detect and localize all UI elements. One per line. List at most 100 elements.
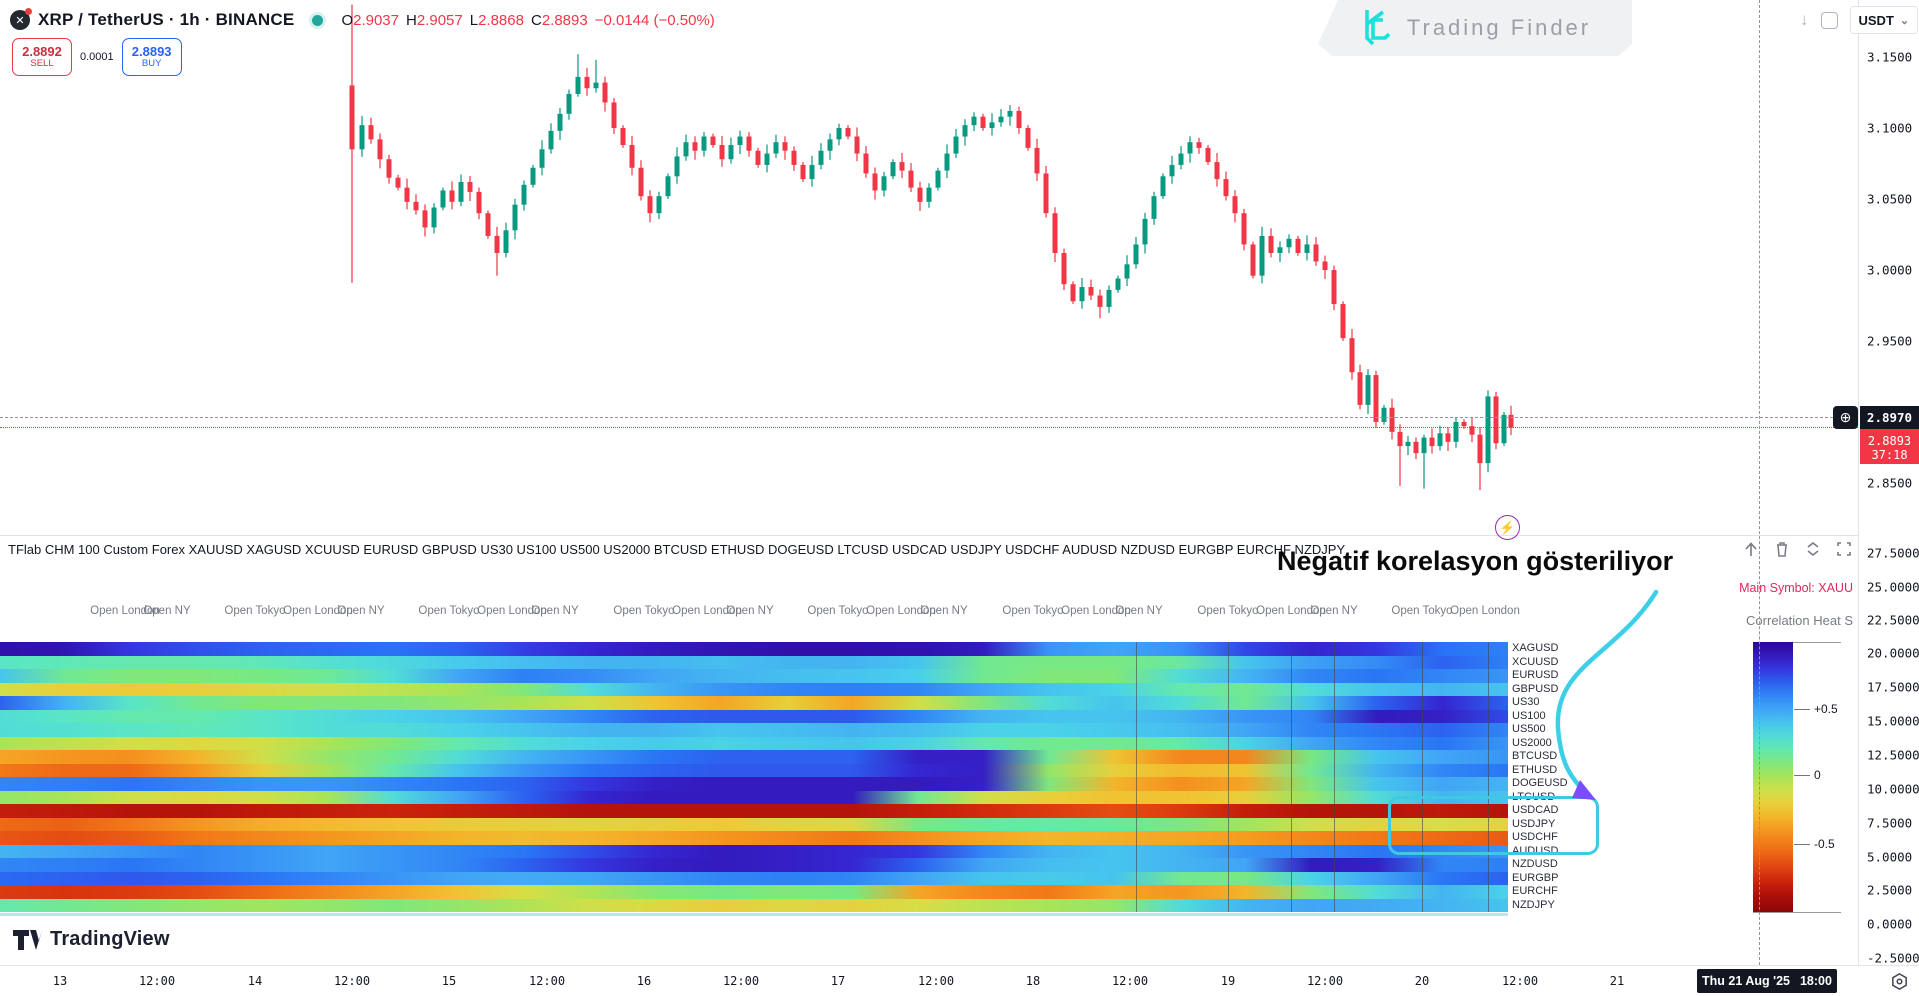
candle-body bbox=[1106, 289, 1112, 307]
session-label: Open NY bbox=[1310, 605, 1358, 617]
indicator-axis-label: 17.5000 bbox=[1867, 679, 1919, 695]
heatmap-row-gbpusd bbox=[0, 682, 1508, 696]
candle-body bbox=[1088, 287, 1094, 296]
session-gridline bbox=[1228, 642, 1229, 912]
candle-body bbox=[584, 76, 590, 89]
candle-body bbox=[980, 116, 986, 128]
time-axis-label: 12:00 bbox=[1111, 974, 1149, 988]
time-axis-label: 12:00 bbox=[917, 974, 955, 988]
candle-body bbox=[1016, 110, 1022, 128]
ohlc-item: L2.8868 bbox=[469, 11, 524, 29]
candle-body bbox=[1421, 437, 1427, 454]
move-pane-up-icon[interactable] bbox=[1740, 539, 1762, 559]
indicator-axis-label: 22.5000 bbox=[1867, 612, 1919, 628]
candle-body bbox=[755, 150, 761, 165]
symbol-header: ✕ XRP / TetherUS · 1h · BINANCE O2.9037 H… bbox=[10, 8, 715, 32]
candle-body bbox=[467, 181, 473, 192]
candle-body bbox=[692, 142, 698, 151]
currency-dropdown[interactable]: USDT ⌄ bbox=[1849, 6, 1919, 34]
candle-body bbox=[827, 139, 833, 151]
crosshair-date-tag: Thu 21 Aug '25 18:00 bbox=[1697, 969, 1837, 993]
heatmap-baseline bbox=[0, 913, 1508, 916]
candle-body bbox=[683, 142, 689, 157]
pane-separator[interactable] bbox=[0, 535, 1858, 536]
session-label: Open NY bbox=[726, 605, 774, 617]
xrp-logo-icon[interactable]: ✕ bbox=[10, 8, 32, 30]
download-arrow-icon[interactable]: ↓ bbox=[1800, 10, 1809, 29]
candle-body bbox=[728, 145, 734, 160]
symbol-title[interactable]: XRP / TetherUS · 1h · BINANCE bbox=[38, 10, 295, 29]
indicator-title[interactable]: TFlab CHM 100 Custom Forex XAUUSD XAGUSD… bbox=[8, 542, 1346, 557]
session-label: Open Tokyo bbox=[224, 605, 286, 617]
ohlc-item: H2.9057 bbox=[406, 11, 463, 29]
collapse-pane-icon[interactable] bbox=[1802, 539, 1824, 559]
candle-body bbox=[1205, 147, 1211, 163]
annotation-text[interactable]: Negatif korelasyon gösteriliyor bbox=[1277, 546, 1674, 576]
heatmap-symbol-label: US2000 bbox=[1512, 736, 1552, 749]
session-label: Open NY bbox=[1115, 605, 1163, 617]
session-label: Open NY bbox=[920, 605, 968, 617]
candle-body bbox=[404, 187, 410, 202]
session-label: Open Tokyo bbox=[1002, 605, 1064, 617]
time-axis[interactable]: 13 12:00 14 12:00 15 12:00 16 12:00 17 12:00 18 12:… bbox=[0, 965, 1919, 996]
candle-body bbox=[1160, 176, 1166, 197]
candle-body bbox=[1133, 244, 1139, 265]
crosshair-time: 18:00 bbox=[1799, 974, 1832, 988]
indicator-toolbar bbox=[1740, 539, 1855, 559]
trading-finder-watermark: Trading Finder bbox=[1318, 0, 1632, 56]
heatmap-row-xcuusd bbox=[0, 655, 1508, 669]
indicator-axis-label: 0.0000 bbox=[1867, 916, 1913, 932]
heatmap-symbol-label: US30 bbox=[1512, 696, 1540, 708]
candlestick-chart[interactable] bbox=[0, 0, 1858, 535]
change-value: −0.0144 (−0.50%) bbox=[594, 11, 715, 29]
candle-body bbox=[1223, 179, 1229, 197]
candle-body bbox=[845, 128, 851, 137]
candle-body bbox=[539, 149, 545, 168]
axis-settings-icon[interactable] bbox=[1886, 969, 1912, 993]
square-icon[interactable] bbox=[1820, 11, 1838, 29]
tradingview-logo[interactable]: TradingView bbox=[12, 928, 170, 951]
candle-body bbox=[1196, 142, 1202, 148]
candle-body bbox=[1007, 110, 1013, 117]
heatmap-row-nzdjpy bbox=[0, 898, 1508, 912]
session-label: Open Tokyo bbox=[807, 605, 869, 617]
candle-body bbox=[521, 184, 527, 205]
delete-pane-icon[interactable] bbox=[1771, 539, 1793, 559]
candle-body bbox=[1405, 441, 1411, 447]
sell-price: 2.8892 bbox=[22, 43, 62, 59]
buy-button[interactable]: 2.8893 BUY bbox=[121, 38, 182, 76]
candle-body bbox=[395, 177, 401, 188]
sell-button[interactable]: 2.8892 SELL bbox=[12, 38, 72, 76]
candle-body bbox=[1187, 142, 1193, 154]
candle-body bbox=[962, 125, 968, 137]
candle-body bbox=[512, 204, 518, 231]
maximize-pane-icon[interactable] bbox=[1833, 539, 1855, 559]
time-axis-label: 12:00 bbox=[138, 974, 176, 988]
candle-body bbox=[908, 170, 914, 188]
heatmap-symbol-label: USDCAD bbox=[1512, 804, 1559, 816]
time-axis-label: 14 bbox=[247, 974, 263, 988]
candle-body bbox=[899, 162, 905, 171]
price-axis[interactable]: 3.1500 3.1000 3.0500 3.0000 2.9500 2.8500 27.5… bbox=[1858, 0, 1919, 966]
indicator-axis-label: 25.0000 bbox=[1867, 579, 1919, 595]
candle-body bbox=[800, 164, 806, 180]
heatmap-row-dogeusd bbox=[0, 777, 1508, 791]
candle-body bbox=[782, 142, 788, 151]
candle-body bbox=[620, 128, 626, 146]
crosshair-date: Thu 21 Aug '25 bbox=[1702, 974, 1790, 988]
candle-body bbox=[503, 230, 509, 253]
heatmap-symbol-label: EURGBP bbox=[1512, 871, 1559, 884]
lightning-icon[interactable]: ⚡ bbox=[1495, 515, 1520, 540]
candle-body bbox=[638, 167, 644, 197]
time-axis-label: 20 bbox=[1414, 974, 1430, 988]
heatmap-symbol-label: EURCHF bbox=[1512, 885, 1558, 897]
candle-body bbox=[944, 153, 950, 171]
market-status-icon[interactable] bbox=[312, 14, 324, 26]
candle-body bbox=[674, 156, 680, 177]
add-alert-plus-button[interactable]: ⊕ bbox=[1833, 406, 1858, 429]
candle-body bbox=[1469, 426, 1475, 435]
trade-panel: 2.8892 SELL 0.0001 2.8893 BUY bbox=[12, 38, 182, 76]
correlation-heat-label: Correlation Heat S bbox=[1746, 613, 1853, 628]
correlation-heatmap[interactable] bbox=[0, 642, 1508, 912]
session-label: Open London bbox=[672, 605, 742, 617]
